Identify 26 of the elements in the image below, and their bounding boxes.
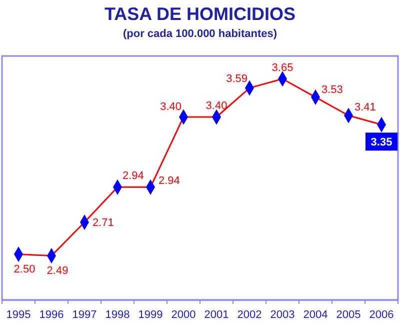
x-tick-label: 2000 xyxy=(171,309,196,321)
data-label: 2.94 xyxy=(122,170,144,182)
data-label: 3.40 xyxy=(206,100,228,112)
x-tick-label: 2002 xyxy=(237,309,262,321)
data-label: 3.41 xyxy=(354,101,376,114)
data-label: 3.53 xyxy=(322,84,343,96)
x-tick-label: 2003 xyxy=(270,309,295,321)
x-tick-label: 1996 xyxy=(39,309,64,321)
data-label: 2.50 xyxy=(14,263,36,276)
chart-subtitle: (por cada 100.000 habitantes) xyxy=(122,28,278,40)
x-tick-label: 1995 xyxy=(6,309,31,321)
data-label: 2.94 xyxy=(158,175,180,188)
x-tick-label: 2006 xyxy=(369,309,394,321)
data-label: 3.40 xyxy=(160,101,182,113)
data-label: 3.59 xyxy=(226,73,248,86)
x-tick-label: 1999 xyxy=(138,309,163,321)
x-tick-label: 1998 xyxy=(105,309,130,321)
x-tick-label: 2004 xyxy=(303,309,328,321)
data-label: 2.71 xyxy=(92,217,114,230)
x-tick-label: 2005 xyxy=(336,309,361,321)
data-label: 3.65 xyxy=(272,62,294,74)
x-tick-label: 2001 xyxy=(204,309,229,321)
x-tick-label: 1997 xyxy=(72,309,97,321)
data-label: 2.49 xyxy=(46,264,68,277)
data-label: 3.35 xyxy=(370,136,392,149)
chart-title: TASA DE HOMICIDIOS xyxy=(104,4,296,24)
